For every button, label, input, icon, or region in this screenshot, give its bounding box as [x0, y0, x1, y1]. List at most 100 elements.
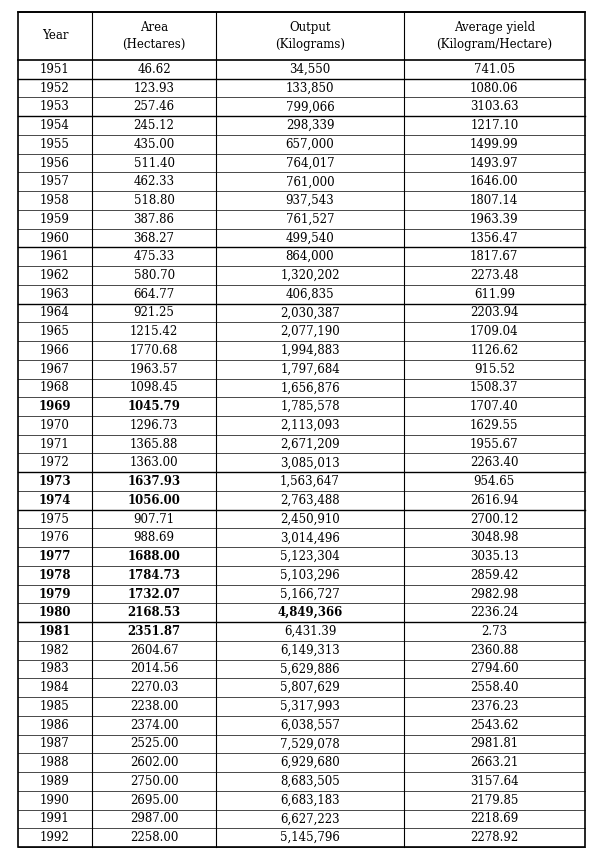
Text: 1968: 1968: [40, 381, 70, 394]
Text: 1956: 1956: [40, 156, 70, 169]
Text: 937,543: 937,543: [286, 194, 335, 207]
Text: 1,797,684: 1,797,684: [280, 363, 340, 375]
Text: 1709.04: 1709.04: [470, 325, 519, 339]
Text: 245.12: 245.12: [134, 119, 174, 132]
Text: 2,763,488: 2,763,488: [280, 494, 340, 507]
Text: 1965: 1965: [40, 325, 70, 339]
Text: 257.46: 257.46: [133, 100, 175, 114]
Text: Area
(Hectares): Area (Hectares): [122, 21, 186, 51]
Text: 1957: 1957: [40, 175, 70, 188]
Text: 1974: 1974: [39, 494, 71, 507]
Text: 1732.07: 1732.07: [127, 587, 181, 600]
Text: 2794.60: 2794.60: [470, 663, 519, 675]
Text: 2168.53: 2168.53: [127, 606, 181, 619]
Text: 2982.98: 2982.98: [470, 587, 519, 600]
Text: 1215.42: 1215.42: [130, 325, 178, 339]
Text: 6,929,680: 6,929,680: [280, 756, 340, 770]
Text: 1978: 1978: [39, 569, 71, 581]
Text: 3103.63: 3103.63: [470, 100, 519, 114]
Text: 1952: 1952: [40, 81, 70, 95]
Text: 1784.73: 1784.73: [128, 569, 180, 581]
Text: 2663.21: 2663.21: [470, 756, 519, 770]
Text: 761,527: 761,527: [286, 213, 334, 226]
Text: 1363.00: 1363.00: [130, 457, 178, 469]
Text: 1959: 1959: [40, 213, 70, 226]
Text: 2,113,093: 2,113,093: [280, 419, 340, 432]
Text: 5,317,993: 5,317,993: [280, 700, 340, 713]
Text: 6,627,223: 6,627,223: [280, 812, 340, 825]
Text: 5,807,629: 5,807,629: [280, 681, 340, 694]
Text: 1986: 1986: [40, 719, 70, 732]
Text: 2700.12: 2700.12: [470, 513, 519, 526]
Text: Year: Year: [42, 30, 68, 43]
Text: 2014.56: 2014.56: [130, 663, 178, 675]
Text: 34,550: 34,550: [289, 63, 330, 76]
Text: 2616.94: 2616.94: [470, 494, 519, 507]
Text: 6,149,313: 6,149,313: [280, 644, 340, 657]
Text: 1975: 1975: [40, 513, 70, 526]
Text: 2360.88: 2360.88: [470, 644, 519, 657]
Text: 368.27: 368.27: [134, 232, 175, 245]
Text: 1981: 1981: [39, 625, 71, 638]
Text: 2273.48: 2273.48: [470, 269, 519, 282]
Text: 2270.03: 2270.03: [130, 681, 178, 694]
Text: Average yield
(Kilogram/Hectare): Average yield (Kilogram/Hectare): [436, 21, 552, 51]
Text: 915.52: 915.52: [474, 363, 515, 375]
Text: 2695.00: 2695.00: [130, 793, 178, 806]
Text: 921.25: 921.25: [134, 306, 174, 320]
Text: 1966: 1966: [40, 344, 70, 357]
Text: 133,850: 133,850: [286, 81, 334, 95]
Text: 1963: 1963: [40, 288, 70, 301]
Text: 1969: 1969: [39, 400, 71, 413]
Text: 1770.68: 1770.68: [130, 344, 178, 357]
Text: 764,017: 764,017: [286, 156, 334, 169]
Text: 2179.85: 2179.85: [470, 793, 519, 806]
Text: 1954: 1954: [40, 119, 70, 132]
Text: 46.62: 46.62: [137, 63, 171, 76]
Text: 1958: 1958: [40, 194, 70, 207]
Text: 8,683,505: 8,683,505: [280, 775, 340, 788]
Text: 1098.45: 1098.45: [130, 381, 178, 394]
Text: 1990: 1990: [40, 793, 70, 806]
Text: 3035.13: 3035.13: [470, 550, 519, 563]
Text: 1688.00: 1688.00: [128, 550, 180, 563]
Text: 6,431.39: 6,431.39: [284, 625, 336, 638]
Text: 511.40: 511.40: [134, 156, 175, 169]
Text: 1629.55: 1629.55: [470, 419, 519, 432]
Text: 1646.00: 1646.00: [470, 175, 519, 188]
Text: 2376.23: 2376.23: [470, 700, 519, 713]
Text: 1,785,578: 1,785,578: [280, 400, 340, 413]
Text: 2,030,387: 2,030,387: [280, 306, 340, 320]
Text: 1499.99: 1499.99: [470, 138, 519, 150]
Text: 1991: 1991: [40, 812, 70, 825]
Text: 1989: 1989: [40, 775, 70, 788]
Text: 123.93: 123.93: [134, 81, 175, 95]
Text: 1,320,202: 1,320,202: [280, 269, 339, 282]
Text: 664.77: 664.77: [133, 288, 175, 301]
Text: 1951: 1951: [40, 63, 70, 76]
Text: 2203.94: 2203.94: [470, 306, 519, 320]
Text: 1983: 1983: [40, 663, 70, 675]
Text: 1963.57: 1963.57: [130, 363, 178, 375]
Text: 1807.14: 1807.14: [470, 194, 519, 207]
Text: 2981.81: 2981.81: [470, 738, 519, 751]
Text: 5,123,304: 5,123,304: [280, 550, 340, 563]
Text: 2987.00: 2987.00: [130, 812, 178, 825]
Text: 5,145,796: 5,145,796: [280, 831, 340, 844]
Text: 2278.92: 2278.92: [470, 831, 519, 844]
Text: 1493.97: 1493.97: [470, 156, 519, 169]
Text: 1972: 1972: [40, 457, 70, 469]
Text: 3,085,013: 3,085,013: [280, 457, 340, 469]
Text: 1356.47: 1356.47: [470, 232, 519, 245]
Text: 1979: 1979: [39, 587, 71, 600]
Text: 1961: 1961: [40, 251, 70, 263]
Text: 1707.40: 1707.40: [470, 400, 519, 413]
Text: 1964: 1964: [40, 306, 70, 320]
Text: 6,038,557: 6,038,557: [280, 719, 340, 732]
Text: 2351.87: 2351.87: [127, 625, 181, 638]
Text: 1967: 1967: [40, 363, 70, 375]
Text: 954.65: 954.65: [473, 475, 515, 488]
Text: 611.99: 611.99: [474, 288, 515, 301]
Text: 657,000: 657,000: [286, 138, 335, 150]
Text: 435.00: 435.00: [133, 138, 175, 150]
